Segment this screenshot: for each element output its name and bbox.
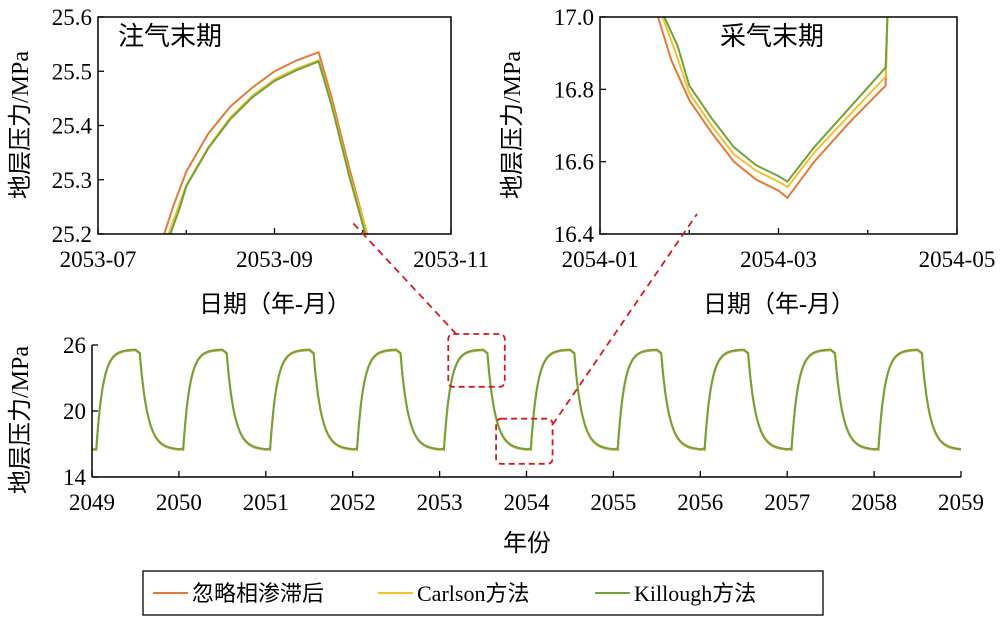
y-tick-label: 25.6 (52, 5, 92, 30)
series-lines (163, 50, 369, 234)
y-tick-label: 16.6 (554, 150, 594, 175)
x-tick-label: 2049 (69, 490, 115, 515)
series-line-ignore (92, 349, 962, 452)
panel-title: 采气末期 (720, 22, 824, 51)
series-line-ignore (657, 17, 889, 200)
connector-injection (351, 221, 457, 335)
y-tick-labels: 14 20 26 (63, 333, 98, 490)
y-tick-label: 25.5 (52, 59, 92, 84)
y-axis-label: 地层压力/MPa (7, 346, 34, 494)
plot-area (92, 348, 962, 452)
x-tick-label: 2053-09 (236, 247, 313, 272)
series-line-killough (92, 348, 962, 451)
x-tick-label: 2051 (243, 490, 289, 515)
y-axis-label: 地层压力/MPa (7, 51, 34, 199)
y-axis-label: 地层压力/MPa (499, 51, 526, 199)
x-tick-labels: 2053-07 2053-09 2053-11 (60, 228, 489, 272)
series-line-carlson (661, 17, 889, 189)
x-tick-label: 2052 (330, 490, 376, 515)
legend: 忽略相渗滞后 Carlson方法 Killough方法 (142, 570, 824, 616)
y-tick-label: 25.3 (52, 168, 92, 193)
x-tick-label: 2056 (677, 490, 723, 515)
y-tick-label: 16.8 (554, 77, 594, 102)
x-tick-label: 2053 (417, 490, 463, 515)
x-tick-label: 2059 (938, 490, 984, 515)
panel-production-end: 采气末期 16.416.616.817.0 2054-01 2054-03 2054… (499, 5, 995, 318)
y-tick-label: 20 (63, 399, 86, 424)
plot-area (163, 50, 369, 234)
x-tick-labels: 2049 2050 2051 2052 2053 2054 2055 2056 2057 2058… (69, 471, 984, 515)
y-tick-label: 17.0 (554, 5, 594, 30)
y-tick-label: 16.4 (554, 222, 595, 247)
x-axis-label: 日期（年-月） (199, 291, 351, 318)
x-tick-label: 2054-01 (562, 247, 639, 272)
y-tick-labels: 25.2 25.3 25.4 25.5 25.6 (52, 5, 104, 247)
legend-frame (142, 570, 824, 616)
x-axis-label: 年份 (503, 530, 551, 557)
x-axis-label: 日期（年-月） (703, 291, 855, 318)
x-tick-label: 2057 (764, 490, 810, 515)
y-tick-label: 25.4 (52, 114, 93, 139)
series-line-killough (169, 60, 367, 234)
legend-label-ignore: 忽略相渗滞后 (192, 581, 324, 606)
highlight-box (447, 333, 506, 388)
series-line-carlson (92, 349, 962, 452)
panel-injection-end: 注气末期 25.2 25.3 25.4 25.5 25.6 2053-07 2053-09… (7, 5, 489, 318)
highlight-boxes (447, 333, 554, 465)
y-tick-label: 25.2 (52, 222, 92, 247)
x-tick-label: 2058 (851, 490, 897, 515)
connector-production (551, 213, 698, 426)
plot-area (657, 17, 889, 200)
x-tick-label: 2053-07 (60, 247, 137, 272)
x-tick-labels: 2054-01 2054-03 2054-05 (562, 228, 996, 272)
panel-title: 注气末期 (118, 22, 222, 51)
legend-label-killough: Killough方法 (634, 581, 756, 606)
x-tick-label: 2053-11 (413, 247, 489, 272)
zoom-connectors (351, 213, 698, 426)
y-tick-label: 14 (63, 465, 87, 490)
series-line-killough (663, 17, 889, 183)
x-tick-label: 2054-03 (740, 247, 817, 272)
y-tick-labels: 16.4 16.6 16.8 17.0 (554, 5, 606, 247)
highlight-box (495, 417, 554, 465)
x-tick-label: 2054 (504, 490, 551, 515)
x-tick-label: 2055 (590, 490, 636, 515)
series-line-ignore (163, 50, 369, 234)
legend-label-carlson: Carlson方法 (417, 581, 529, 606)
x-tick-label: 2054-05 (919, 247, 996, 272)
y-tick-label: 26 (63, 333, 86, 358)
series-lines (657, 17, 889, 200)
x-tick-label: 2050 (156, 490, 202, 515)
